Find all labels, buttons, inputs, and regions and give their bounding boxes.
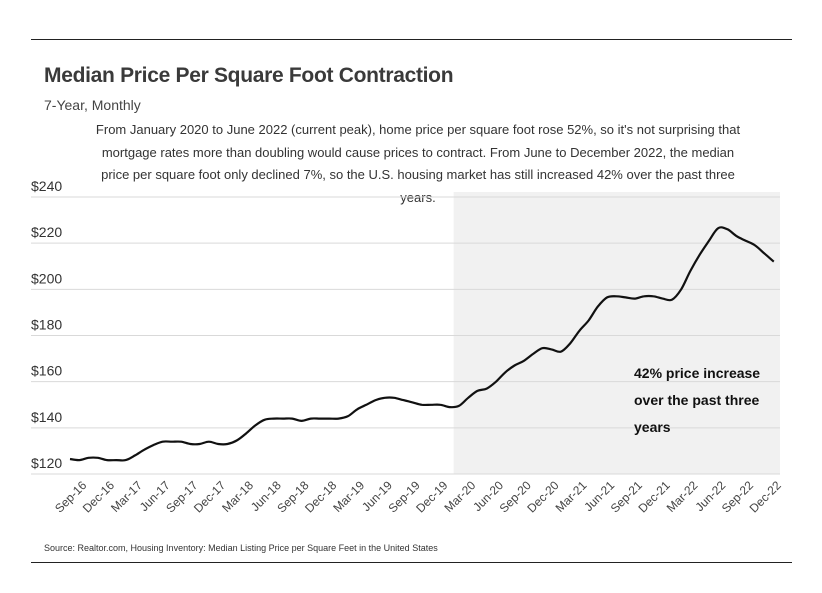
- x-tick-label: Mar-18: [219, 478, 256, 515]
- chart-description: From January 2020 to June 2022 (current …: [95, 122, 741, 205]
- y-tick-label: $180: [31, 317, 62, 333]
- y-tick-label: $200: [31, 270, 62, 286]
- series-line: [69, 226, 775, 462]
- y-tick-label: $160: [31, 363, 62, 379]
- annotation-text: years: [634, 419, 671, 435]
- y-tick-label: $240: [31, 178, 62, 194]
- x-tick-label: Dec-22: [747, 478, 784, 515]
- y-tick-label: $140: [31, 409, 62, 425]
- x-tick-label: Mar-22: [664, 478, 701, 515]
- top-rule: [31, 39, 792, 40]
- annotation-text: 42% price increase: [634, 365, 760, 381]
- y-tick-label: $220: [31, 224, 62, 240]
- x-tick-label: Mar-21: [553, 478, 590, 515]
- source-note: Source: Realtor.com, Housing Inventory: …: [44, 543, 438, 553]
- x-tick-label: Mar-19: [330, 478, 367, 515]
- x-tick-label: Mar-17: [108, 478, 145, 515]
- chart-title: Median Price Per Square Foot Contraction: [44, 64, 454, 87]
- bottom-rule: [31, 562, 792, 563]
- annotation-text: over the past three: [634, 392, 759, 408]
- shaded-region: [453, 192, 780, 474]
- x-tick-label: Mar-20: [442, 478, 479, 515]
- chart-subtitle: 7-Year, Monthly: [44, 97, 141, 113]
- y-tick-label: $120: [31, 455, 62, 471]
